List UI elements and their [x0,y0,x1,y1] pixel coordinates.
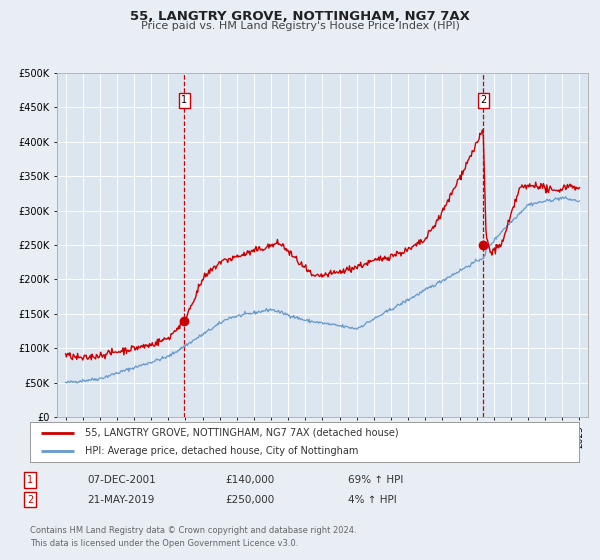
Text: HPI: Average price, detached house, City of Nottingham: HPI: Average price, detached house, City… [85,446,358,456]
Text: 2: 2 [480,95,486,105]
Text: 55, LANGTRY GROVE, NOTTINGHAM, NG7 7AX: 55, LANGTRY GROVE, NOTTINGHAM, NG7 7AX [130,10,470,23]
Text: 1: 1 [27,475,33,485]
Text: This data is licensed under the Open Government Licence v3.0.: This data is licensed under the Open Gov… [30,539,298,548]
Text: 07-DEC-2001: 07-DEC-2001 [87,475,156,485]
Text: 1: 1 [181,95,187,105]
Text: 2: 2 [27,494,33,505]
Text: Price paid vs. HM Land Registry's House Price Index (HPI): Price paid vs. HM Land Registry's House … [140,21,460,31]
Text: £140,000: £140,000 [225,475,274,485]
Text: 4% ↑ HPI: 4% ↑ HPI [348,494,397,505]
Text: 55, LANGTRY GROVE, NOTTINGHAM, NG7 7AX (detached house): 55, LANGTRY GROVE, NOTTINGHAM, NG7 7AX (… [85,428,398,437]
Text: £250,000: £250,000 [225,494,274,505]
Text: 21-MAY-2019: 21-MAY-2019 [87,494,154,505]
Text: 69% ↑ HPI: 69% ↑ HPI [348,475,403,485]
Text: Contains HM Land Registry data © Crown copyright and database right 2024.: Contains HM Land Registry data © Crown c… [30,526,356,535]
